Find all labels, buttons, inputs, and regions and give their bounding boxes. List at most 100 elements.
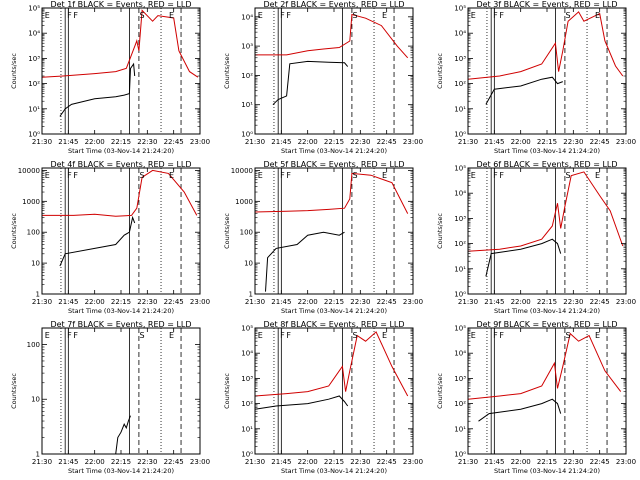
x-tick-label: 22:15 — [537, 298, 557, 306]
flag-label: F — [286, 171, 291, 180]
y-axis-label: Counts/sec — [223, 213, 231, 249]
x-tick-label: 22:15 — [324, 298, 344, 306]
flag-label: F — [67, 171, 72, 180]
flag-label: E — [169, 11, 174, 20]
x-tick-label: 21:30 — [32, 138, 52, 146]
flag-label: E — [595, 171, 600, 180]
flag-label: E — [169, 171, 174, 180]
flag-label: E — [382, 11, 387, 20]
y-tick-label: 100 — [240, 229, 253, 237]
y-tick-label: 100 — [27, 341, 40, 349]
y-tick-label: 1000 — [235, 198, 253, 206]
x-tick-label: 21:45 — [271, 138, 291, 146]
x-tick-label: 22:45 — [164, 298, 184, 306]
flag-label: S — [566, 331, 571, 340]
x-tick-label: 21:45 — [484, 138, 504, 146]
series-events — [265, 231, 345, 292]
y-tick-label: 10³ — [454, 55, 466, 63]
flag-label: F — [493, 11, 498, 20]
y-tick-label: 10⁴ — [241, 350, 253, 358]
flag-label: F — [73, 331, 78, 340]
x-tick-label: 21:30 — [245, 458, 265, 466]
y-tick-label: 10² — [454, 80, 466, 88]
y-tick-label: 10 — [31, 396, 40, 404]
y-axis-label: Counts/sec — [436, 53, 444, 89]
y-tick-label: 10⁴ — [241, 13, 253, 21]
y-tick-label: 10¹ — [454, 105, 466, 113]
x-axis-label: Start Time (03-Nov-14 21:24:20) — [281, 307, 387, 315]
x-tick-label: 21:30 — [32, 458, 52, 466]
y-tick-label: 10 — [244, 260, 253, 268]
x-tick-label: 23:00 — [190, 298, 210, 306]
flag-label: F — [286, 11, 291, 20]
series-lld — [41, 9, 199, 78]
x-axis-label: Start Time (03-Nov-14 21:24:20) — [281, 147, 387, 155]
series-lld — [467, 11, 624, 80]
y-tick-label: 100 — [27, 229, 40, 237]
series-events — [478, 398, 562, 422]
panel-title: Det 5f BLACK = Events, RED = LLD — [263, 160, 404, 169]
series-lld — [254, 331, 409, 397]
x-axis-label: Start Time (03-Nov-14 21:24:20) — [494, 307, 600, 315]
y-tick-label: 10² — [241, 400, 253, 408]
y-tick-label: 10³ — [454, 215, 466, 223]
flag-label: F — [493, 331, 498, 340]
y-tick-label: 10⁰ — [28, 131, 40, 139]
flag-label: S — [140, 171, 145, 180]
flag-label: S — [140, 331, 145, 340]
panel-title: Det 7f BLACK = Events, RED = LLD — [50, 320, 191, 329]
y-tick-label: 10³ — [28, 55, 40, 63]
x-tick-label: 21:45 — [484, 458, 504, 466]
flag-label: E — [258, 331, 263, 340]
y-tick-label: 10² — [28, 80, 40, 88]
x-tick-label: 22:15 — [111, 298, 131, 306]
y-tick-label: 1000 — [22, 198, 40, 206]
series-lld — [467, 332, 622, 400]
x-tick-label: 21:45 — [58, 458, 78, 466]
x-tick-label: 23:00 — [403, 458, 423, 466]
series-events — [115, 415, 131, 455]
y-tick-label: 10¹ — [241, 101, 253, 109]
flag-label: F — [67, 11, 72, 20]
y-tick-label: 10⁵ — [241, 325, 253, 333]
x-tick-label: 22:30 — [137, 138, 157, 146]
y-tick-label: 10⁴ — [454, 190, 466, 198]
y-tick-label: 10000 — [231, 167, 253, 175]
plot-frame — [41, 7, 201, 135]
flag-label: S — [353, 331, 358, 340]
y-axis-label: Counts/sec — [10, 373, 18, 409]
x-tick-label: 23:00 — [190, 138, 210, 146]
x-tick-label: 22:00 — [511, 138, 531, 146]
flag-label: S — [353, 11, 358, 20]
y-tick-label: 10⁰ — [241, 451, 253, 459]
x-tick-label: 22:45 — [590, 298, 610, 306]
flag-label: E — [45, 331, 50, 340]
y-tick-label: 1 — [249, 291, 253, 299]
flag-label: E — [45, 11, 50, 20]
x-tick-label: 23:00 — [616, 458, 636, 466]
x-tick-label: 22:45 — [164, 138, 184, 146]
y-tick-label: 10 — [31, 260, 40, 268]
x-tick-label: 22:30 — [350, 298, 370, 306]
x-tick-label: 22:30 — [350, 138, 370, 146]
flag-label: E — [595, 11, 600, 20]
x-tick-label: 23:00 — [190, 458, 210, 466]
y-tick-label: 10⁴ — [454, 350, 466, 358]
y-tick-label: 10⁵ — [454, 5, 466, 13]
x-tick-label: 22:00 — [511, 298, 531, 306]
y-tick-label: 10⁰ — [241, 131, 253, 139]
x-tick-label: 22:15 — [537, 138, 557, 146]
y-tick-label: 1 — [36, 291, 40, 299]
y-axis-label: Counts/sec — [223, 53, 231, 89]
x-tick-label: 21:45 — [58, 138, 78, 146]
plot-frame — [254, 327, 414, 455]
flag-label: E — [45, 171, 50, 180]
x-tick-label: 21:30 — [245, 138, 265, 146]
x-tick-label: 23:00 — [616, 138, 636, 146]
